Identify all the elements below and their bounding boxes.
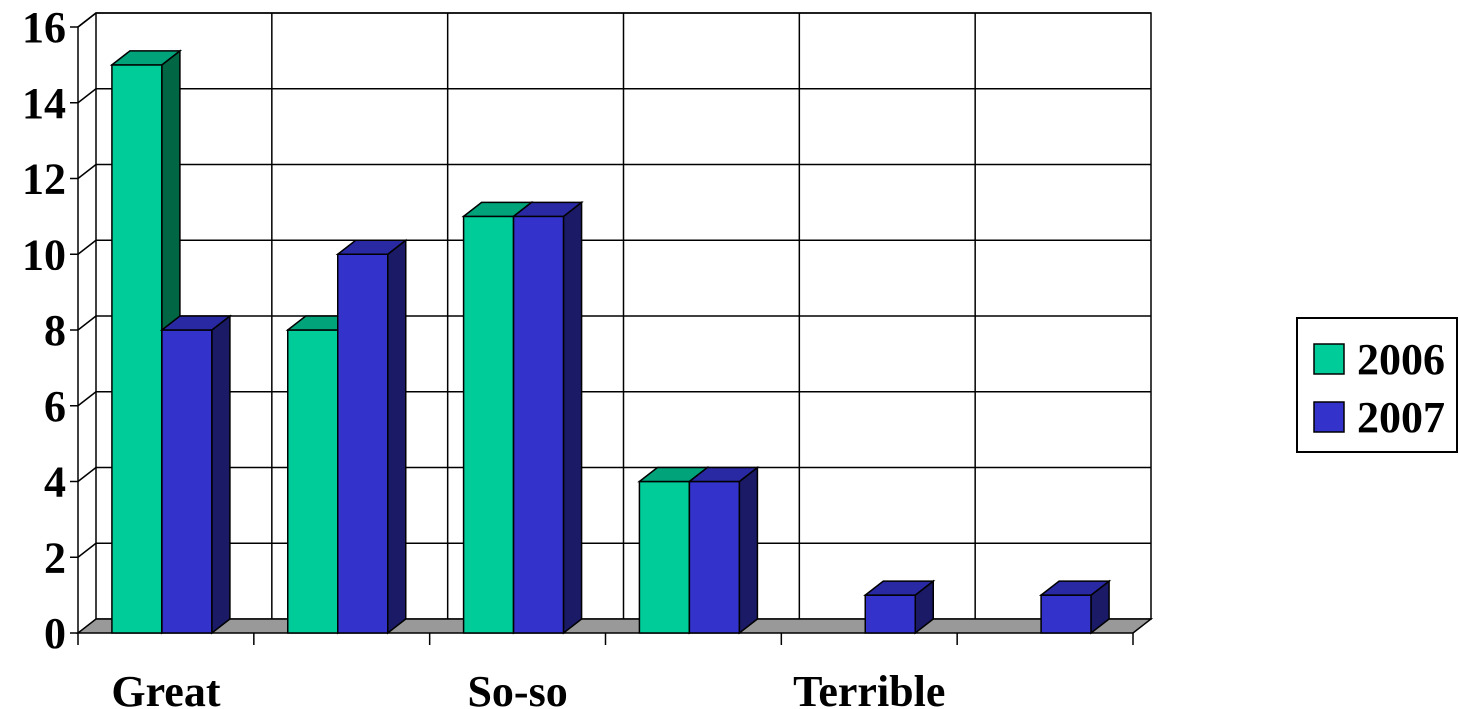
- bar-2007-1: [335, 238, 408, 635]
- y-tick-label: 6: [44, 382, 66, 431]
- floor-plane: [75, 618, 1154, 634]
- bar-2007-4: [863, 579, 936, 635]
- y-tick-label: 14: [22, 79, 66, 128]
- bar-front: [111, 64, 163, 634]
- bar-front: [688, 480, 741, 634]
- axes: [70, 26, 1134, 645]
- x-category-label: Great: [111, 667, 220, 709]
- y-tick-label: 10: [22, 230, 66, 279]
- bar-front: [512, 215, 565, 634]
- bar-front: [462, 215, 515, 634]
- x-category-label: So-so: [467, 667, 567, 709]
- y-tick-label: 8: [44, 306, 66, 355]
- gridline-side: [77, 88, 97, 104]
- gridline-side: [77, 239, 97, 255]
- y-tick-label: 4: [44, 458, 66, 507]
- bar-2007-2: [511, 200, 584, 635]
- bar-front: [161, 329, 213, 634]
- y-tick-label: 12: [22, 155, 66, 204]
- bar-side: [562, 200, 583, 635]
- bar-front: [1040, 594, 1092, 634]
- bar-front: [638, 480, 691, 634]
- bar-2007-0: [159, 314, 233, 635]
- bar-top: [109, 50, 183, 66]
- plot-floor: [75, 618, 1154, 634]
- bar-top: [511, 201, 584, 218]
- legend-label-2007: 2007: [1357, 393, 1445, 442]
- y-tick-label: 16: [22, 3, 66, 52]
- gridlines: [77, 12, 1151, 619]
- legend: 2006 2007: [1296, 317, 1458, 453]
- bar-top: [687, 466, 760, 483]
- bar-top: [863, 580, 936, 596]
- bar-front: [337, 253, 389, 634]
- bar-2007-3: [687, 465, 760, 635]
- bar-2007-5: [1038, 579, 1112, 635]
- gridline-side: [77, 542, 97, 558]
- gridline-side: [77, 163, 97, 180]
- bar-side: [211, 314, 231, 635]
- legend-label-2006: 2006: [1357, 335, 1445, 384]
- gridline-side: [77, 391, 97, 407]
- bar-top: [1038, 580, 1112, 596]
- gridline-side: [77, 315, 97, 331]
- bar-front: [287, 329, 339, 634]
- bar-front: [864, 594, 916, 634]
- y-tick-label: 0: [44, 609, 66, 658]
- legend-swatch-2007: [1313, 401, 1345, 433]
- bar-side: [738, 465, 759, 635]
- x-category-labels: Great So-so Terrible: [111, 667, 945, 709]
- y-tick-label: 2: [44, 533, 66, 582]
- bar-side: [387, 238, 407, 635]
- x-category-label: Terrible: [793, 667, 945, 709]
- bar-top: [159, 315, 233, 331]
- gridline-side: [77, 466, 97, 483]
- gridline-side: [77, 12, 97, 28]
- legend-swatch-2006: [1313, 343, 1345, 375]
- bar-top: [335, 239, 408, 255]
- bars: [109, 49, 1112, 635]
- y-tick-labels: 0 2 4 6 8 10 12 14 16: [22, 3, 66, 658]
